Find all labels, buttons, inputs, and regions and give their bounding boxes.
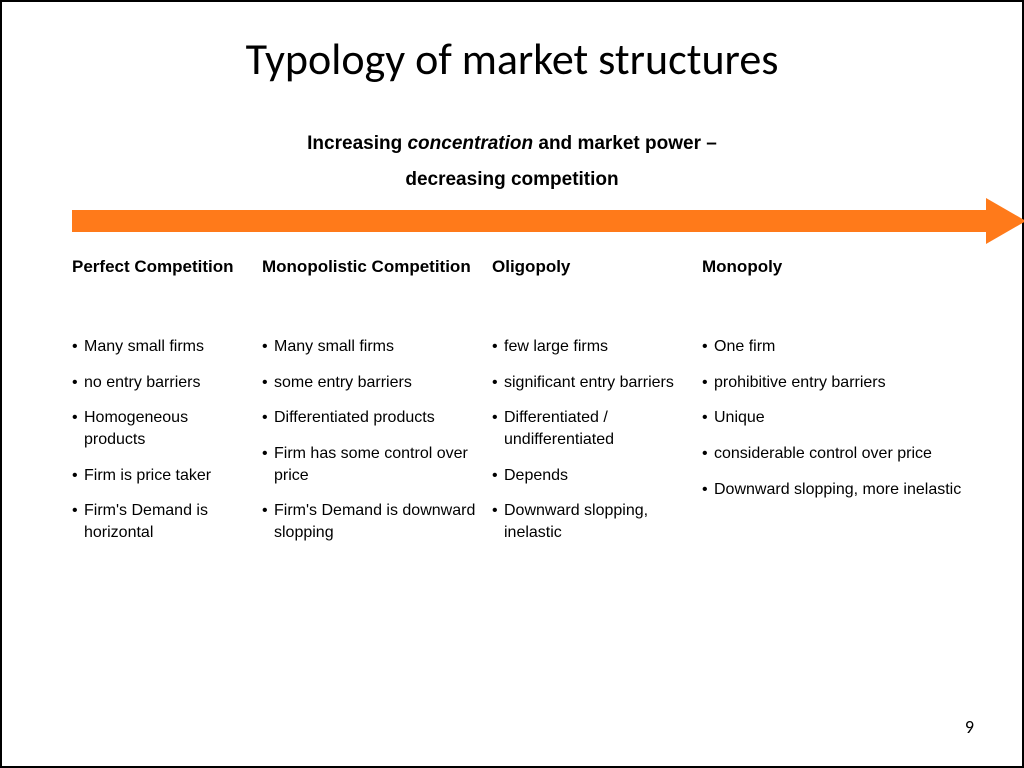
column-perfect-competition: Perfect Competition Many small firms no …	[72, 256, 262, 557]
column-monopoly: Monopoly One firm prohibitive entry barr…	[702, 256, 982, 557]
list-item: Depends	[492, 465, 692, 487]
list-item: Downward slopping, inelastic	[492, 500, 692, 543]
list-item: Homogeneous products	[72, 407, 252, 450]
feature-list: Many small firms no entry barriers Homog…	[72, 336, 252, 543]
slide-title: Typology of market structures	[42, 32, 982, 86]
page-number: 9	[965, 716, 974, 738]
list-item: few large firms	[492, 336, 692, 358]
list-item: some entry barriers	[262, 372, 482, 394]
column-monopolistic-competition: Monopolistic Competition Many small firm…	[262, 256, 492, 557]
list-item: Firm is price taker	[72, 465, 252, 487]
list-item: Firm's Demand is horizontal	[72, 500, 252, 543]
list-item: Downward slopping, more inelastic	[702, 479, 972, 501]
list-item: significant entry barriers	[492, 372, 692, 394]
column-heading: Monopolistic Competition	[262, 256, 482, 308]
column-oligopoly: Oligopoly few large firms significant en…	[492, 256, 702, 557]
list-item: considerable control over price	[702, 443, 972, 465]
spectrum-subtitle: Increasing concentration and market powe…	[42, 126, 982, 198]
list-item: Many small firms	[262, 336, 482, 358]
subtitle-line1-pre: Increasing	[307, 133, 407, 154]
feature-list: Many small firms some entry barriers Dif…	[262, 336, 482, 543]
list-item: Unique	[702, 407, 972, 429]
list-item: Firm has some control over price	[262, 443, 482, 486]
list-item: Differentiated / undifferentiated	[492, 407, 692, 450]
slide-frame: Typology of market structures Increasing…	[0, 0, 1024, 768]
subtitle-line2: decreasing competition	[405, 169, 618, 190]
column-heading: Oligopoly	[492, 256, 692, 308]
feature-list: few large firms significant entry barrie…	[492, 336, 692, 543]
spectrum-arrow	[72, 204, 1022, 238]
list-item: no entry barriers	[72, 372, 252, 394]
arrow-head-icon	[986, 198, 1024, 244]
column-heading: Monopoly	[702, 256, 972, 308]
column-heading: Perfect Competition	[72, 256, 252, 308]
subtitle-line1-post: and market power –	[533, 133, 717, 154]
subtitle-line1-em: concentration	[407, 133, 533, 154]
list-item: One firm	[702, 336, 972, 358]
list-item: Differentiated products	[262, 407, 482, 429]
feature-list: One firm prohibitive entry barriers Uniq…	[702, 336, 972, 500]
arrow-shaft	[72, 210, 992, 232]
list-item: Many small firms	[72, 336, 252, 358]
list-item: Firm's Demand is downward slopping	[262, 500, 482, 543]
market-columns: Perfect Competition Many small firms no …	[42, 256, 982, 557]
list-item: prohibitive entry barriers	[702, 372, 972, 394]
